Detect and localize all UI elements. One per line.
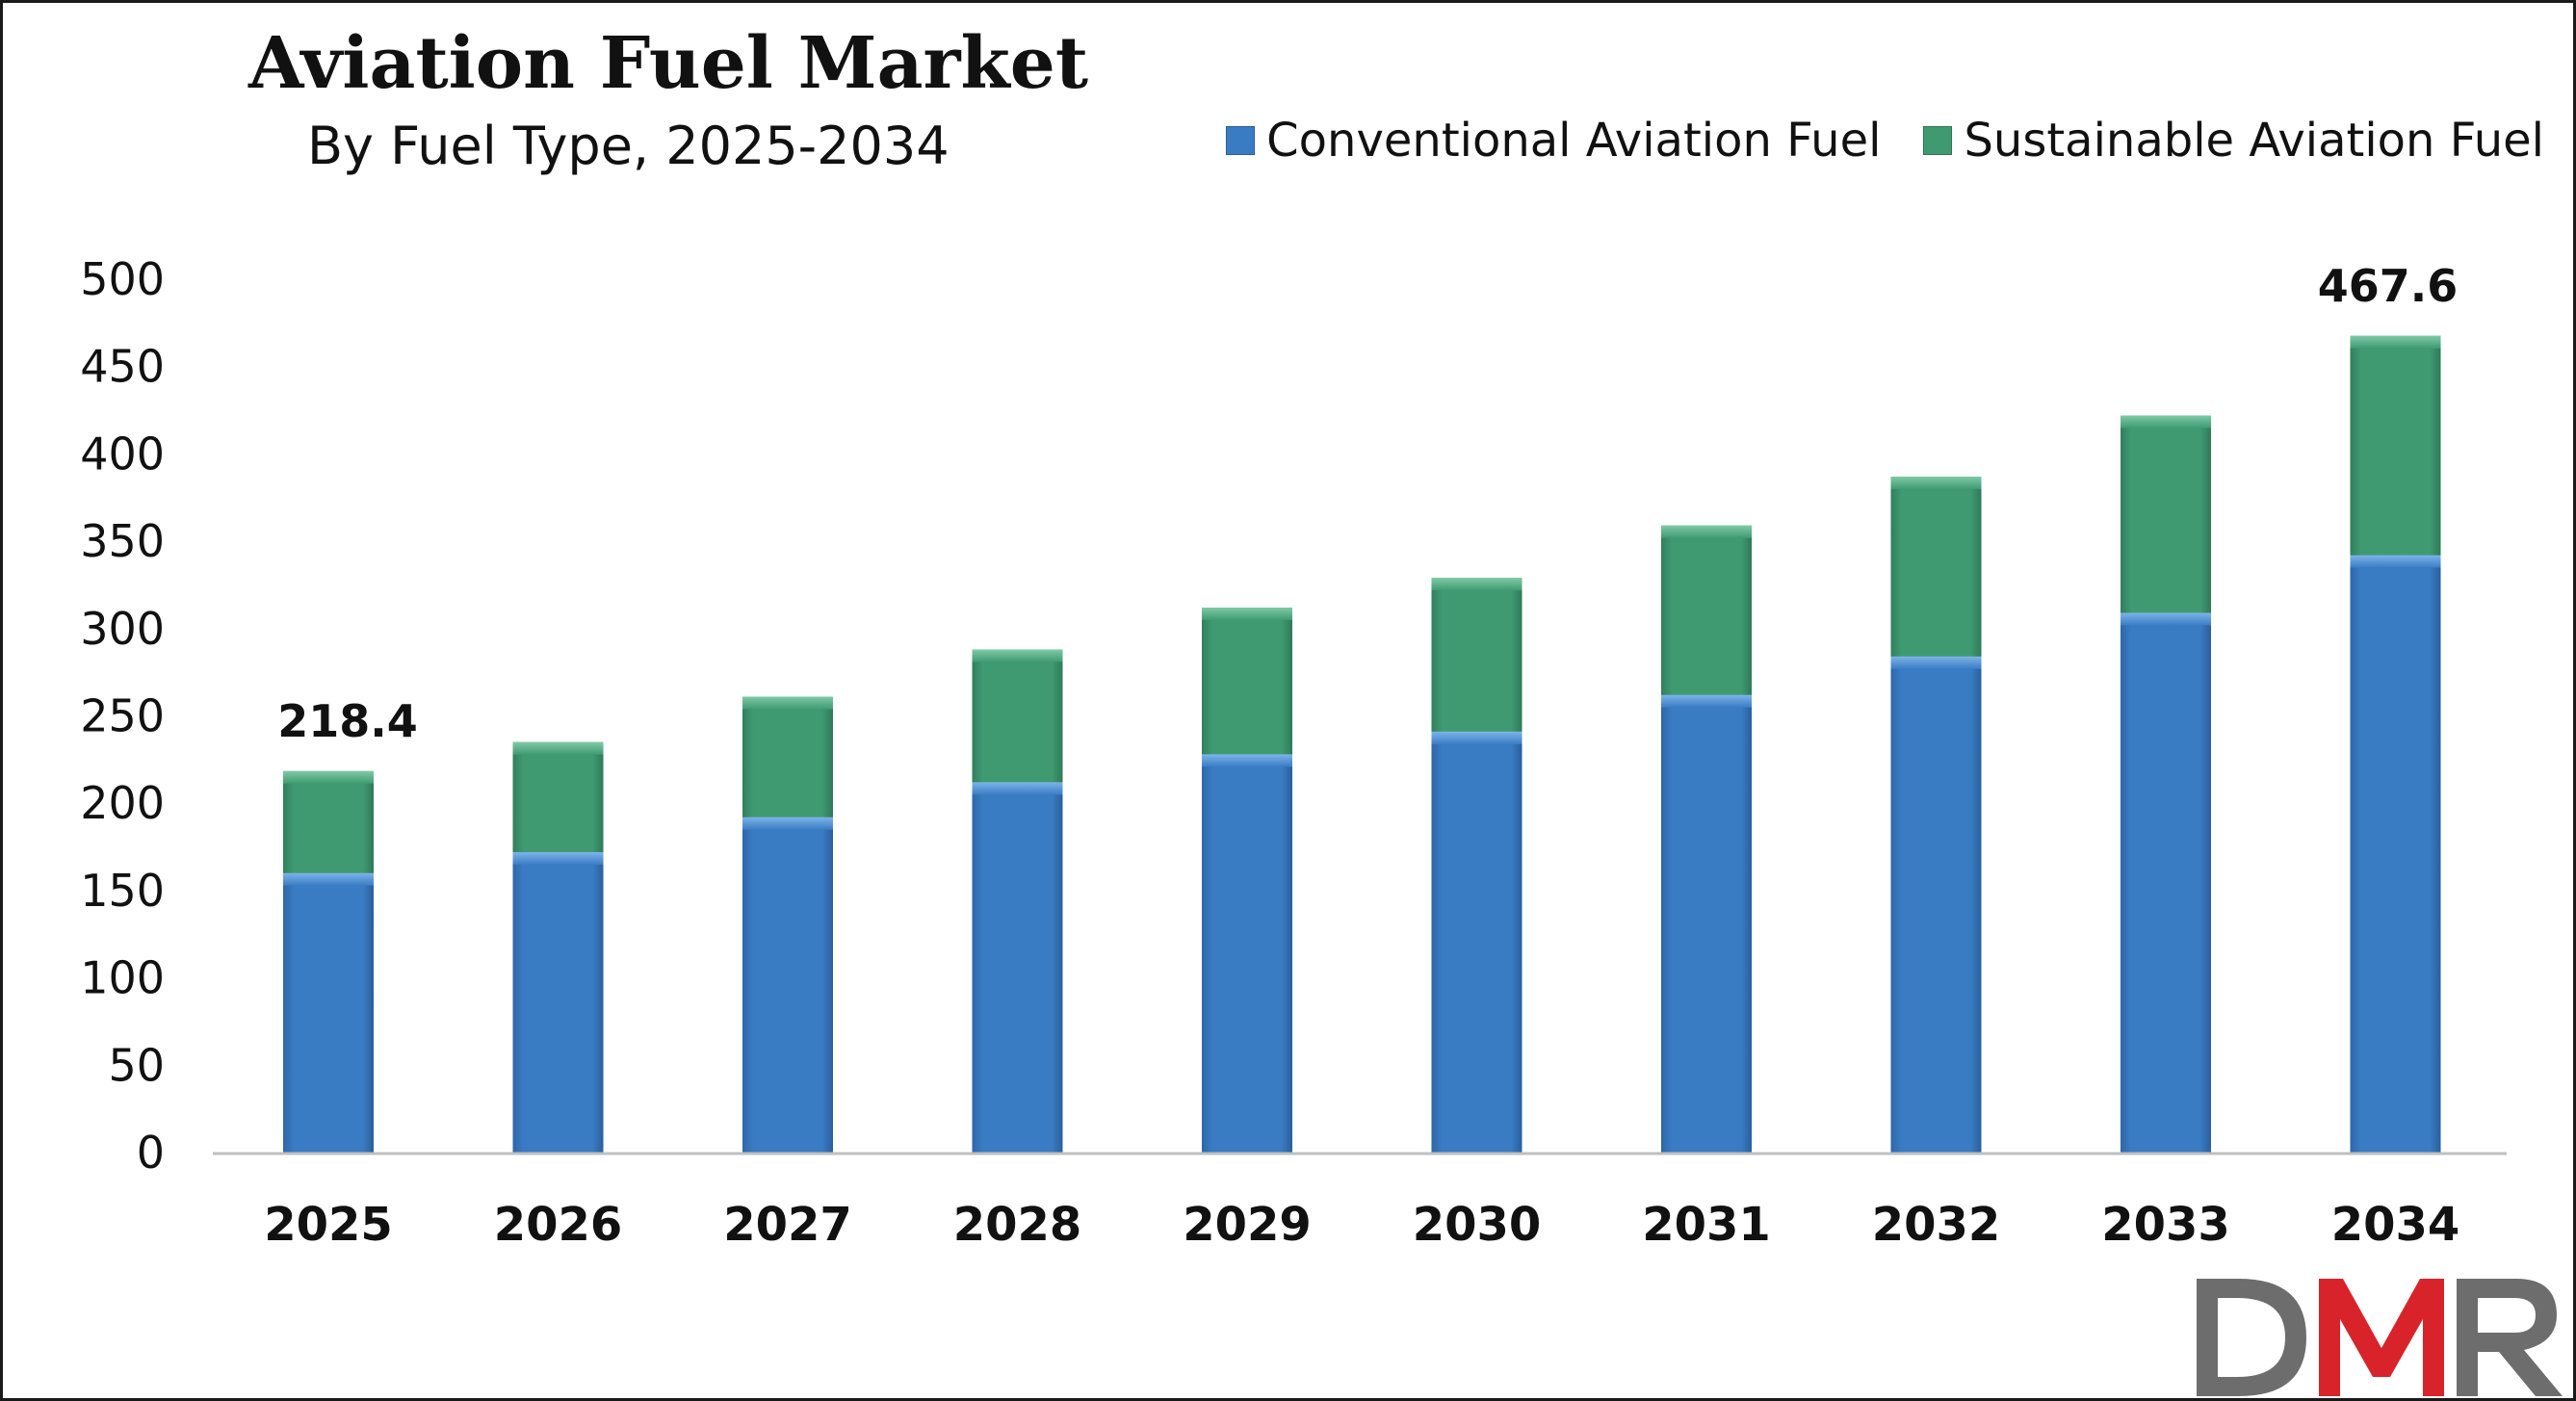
x-tick-label: 2026 <box>494 1198 623 1252</box>
bar-sustainable-2031 <box>1661 525 1752 695</box>
y-tick-label: 300 <box>80 603 165 655</box>
y-tick-label: 200 <box>80 777 165 829</box>
bar-sustainable-cap-2031 <box>1661 525 1752 538</box>
bar-conventional-2033 <box>2121 612 2211 1153</box>
x-tick-label: 2034 <box>2331 1198 2460 1252</box>
bar-conventional-cap-2028 <box>972 782 1063 795</box>
logo-letter-m <box>2319 1279 2444 1396</box>
bar-sustainable-cap-2029 <box>1202 608 1292 621</box>
bar-sustainable-2029 <box>1202 608 1292 755</box>
legend-item-conventional: Conventional Aviation Fuel <box>1226 114 1881 168</box>
chart-subtitle: By Fuel Type, 2025-2034 <box>307 116 950 176</box>
bar-conventional-cap-2030 <box>1431 731 1522 744</box>
bar-conventional-cap-2032 <box>1890 656 1982 669</box>
bar-conventional-2030 <box>1431 731 1522 1153</box>
bar-sustainable-cap-2025 <box>283 770 374 784</box>
bar-conventional-2032 <box>1890 656 1982 1153</box>
bar-conventional-2028 <box>972 782 1063 1153</box>
bar-conventional-2025 <box>283 872 374 1153</box>
bar-sustainable-cap-2026 <box>512 741 604 755</box>
legend-item-sustainable: Sustainable Aviation Fuel <box>1923 114 2544 168</box>
bar-conventional-cap-2027 <box>742 817 833 830</box>
legend-swatch-sustainable <box>1923 126 1953 155</box>
legend-label-conventional: Conventional Aviation Fuel <box>1266 114 1882 168</box>
x-tick-label: 2029 <box>1183 1198 1312 1252</box>
x-tick-label: 2030 <box>1413 1198 1542 1252</box>
bar-conventional-cap-2025 <box>283 872 374 886</box>
logo-letter-r <box>2457 1279 2563 1396</box>
data-label-2034: 467.6 <box>2318 260 2459 312</box>
y-tick-label: 50 <box>108 1039 165 1091</box>
y-tick-label: 450 <box>80 341 165 393</box>
bar-sustainable-2026 <box>512 741 604 852</box>
y-axis: 0 50 100 150 200 250 300 350 400 450 500 <box>80 253 165 1179</box>
y-tick-label: 100 <box>80 952 165 1004</box>
legend: Conventional Aviation Fuel Sustainable A… <box>1226 114 2544 168</box>
bar-sustainable-cap-2030 <box>1431 578 1522 591</box>
bar-conventional-2034 <box>2350 555 2441 1153</box>
bar-conventional-cap-2033 <box>2121 612 2211 626</box>
x-axis: 2025 2026 2027 2028 2029 2030 2031 2032 2033 2034 <box>213 1152 2507 1252</box>
y-tick-label: 350 <box>80 515 165 567</box>
bar-conventional-2026 <box>512 851 604 1153</box>
bar-conventional-2027 <box>742 817 833 1153</box>
bar-sustainable-2030 <box>1431 578 1522 732</box>
bar-sustainable-2034 <box>2350 335 2441 556</box>
logo-letter-d <box>2197 1279 2306 1396</box>
bars <box>283 335 2441 1153</box>
x-tick-label: 2033 <box>2101 1198 2230 1252</box>
y-tick-label: 500 <box>80 253 165 305</box>
y-tick-label: 250 <box>80 690 165 742</box>
x-tick-label: 2031 <box>1642 1198 1771 1252</box>
y-tick-label: 150 <box>80 865 165 917</box>
dmr-logo <box>2197 1279 2563 1396</box>
bar-conventional-2031 <box>1661 694 1752 1153</box>
bar-sustainable-cap-2033 <box>2121 415 2211 428</box>
chart-title: Aviation Fuel Market <box>248 22 1089 105</box>
data-labels: 218.4 467.6 <box>277 260 2458 747</box>
x-tick-label: 2032 <box>1872 1198 2001 1252</box>
bar-conventional-cap-2034 <box>2350 555 2441 568</box>
legend-label-sustainable: Sustainable Aviation Fuel <box>1964 114 2544 168</box>
bar-sustainable-2033 <box>2121 415 2211 613</box>
bar-sustainable-cap-2034 <box>2350 335 2441 349</box>
bar-conventional-cap-2031 <box>1661 694 1752 708</box>
x-tick-label: 2025 <box>264 1198 393 1252</box>
bar-sustainable-cap-2027 <box>742 696 833 710</box>
x-tick-label: 2028 <box>953 1198 1082 1252</box>
y-tick-label: 400 <box>80 428 165 480</box>
bar-sustainable-2032 <box>1890 476 1982 657</box>
bar-sustainable-2027 <box>742 696 833 817</box>
bar-conventional-2029 <box>1202 754 1292 1153</box>
y-tick-label: 0 <box>137 1127 165 1179</box>
legend-swatch-conventional <box>1226 126 1256 155</box>
bar-conventional-cap-2029 <box>1202 754 1292 767</box>
bar-sustainable-2028 <box>972 649 1063 783</box>
x-tick-label: 2027 <box>723 1198 852 1252</box>
bar-conventional-cap-2026 <box>512 851 604 865</box>
bar-sustainable-cap-2028 <box>972 649 1063 662</box>
bar-sustainable-2025 <box>283 770 374 873</box>
data-label-2025: 218.4 <box>277 695 418 747</box>
bar-sustainable-cap-2032 <box>1890 476 1982 489</box>
